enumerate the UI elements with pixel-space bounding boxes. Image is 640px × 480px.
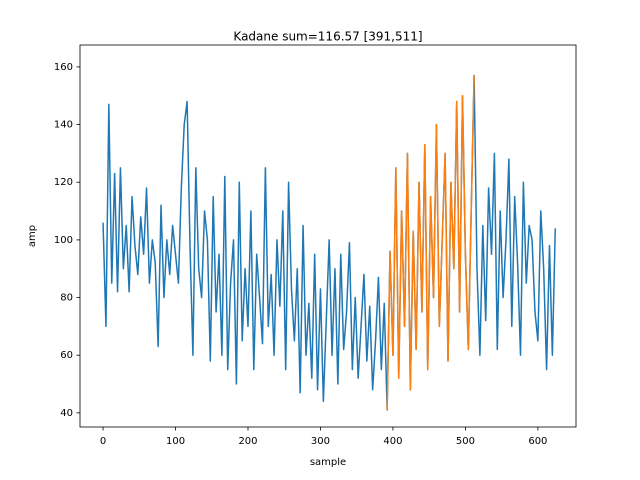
y-tick-label: 40 bbox=[60, 408, 73, 419]
y-axis-label: amp bbox=[27, 225, 38, 247]
line-series bbox=[386, 75, 475, 411]
plot-frame bbox=[79, 44, 577, 428]
y-tick-label: 100 bbox=[54, 235, 73, 246]
x-tick-label: 500 bbox=[456, 436, 475, 447]
x-tick-label: 300 bbox=[311, 436, 330, 447]
y-tick-label: 160 bbox=[54, 62, 73, 73]
y-tick-label: 140 bbox=[54, 120, 73, 131]
x-tick-label: 400 bbox=[383, 436, 402, 447]
line-series bbox=[102, 74, 557, 411]
y-tick-label: 80 bbox=[60, 293, 73, 304]
x-tick-label: 200 bbox=[238, 436, 257, 447]
y-tick-label: 120 bbox=[54, 177, 73, 188]
chart-title: Kadane sum=116.57 [391,511] bbox=[233, 30, 422, 44]
x-tick-label: 0 bbox=[100, 436, 106, 447]
x-tick-label: 100 bbox=[166, 436, 185, 447]
x-tick-label: 600 bbox=[528, 436, 547, 447]
x-axis-label: sample bbox=[310, 457, 346, 468]
y-tick-label: 60 bbox=[60, 350, 73, 361]
